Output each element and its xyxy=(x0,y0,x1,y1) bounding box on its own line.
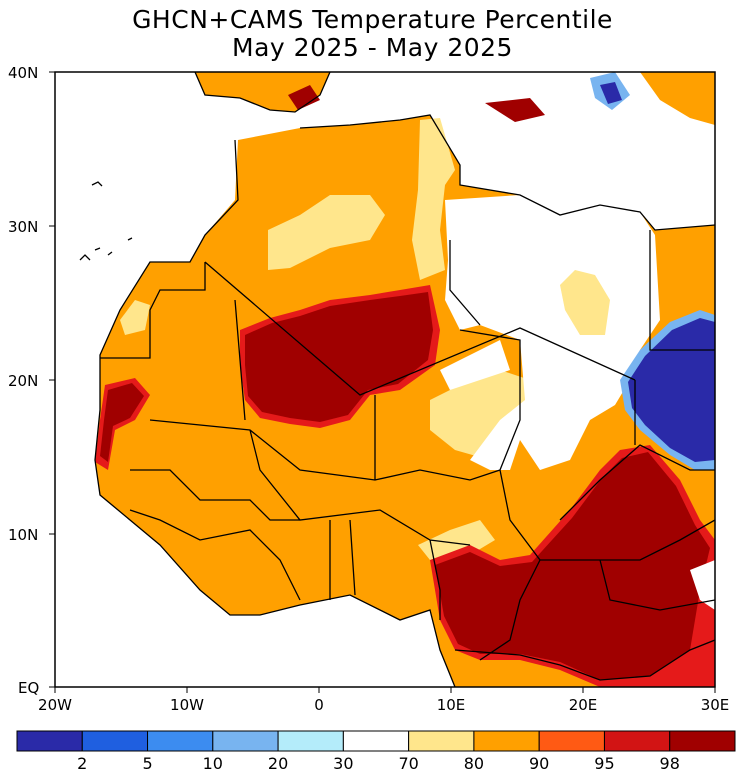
east-africa-normal xyxy=(690,560,715,610)
colorbar-label: 90 xyxy=(529,754,549,773)
longitude-axis: 20W 10W 0 10E 20E 30E xyxy=(38,687,729,714)
map-title: GHCN+CAMS Temperature Percentile xyxy=(132,5,613,34)
latitude-axis: 40N 30N 20N 10N EQ xyxy=(8,64,55,697)
colorbar-bin xyxy=(212,730,279,752)
lon-label-20e: 20E xyxy=(569,696,598,714)
colorbar-label: 20 xyxy=(268,754,288,773)
balkan-land xyxy=(640,72,715,125)
colorbar-bin xyxy=(669,730,736,752)
lon-label-30e: 30E xyxy=(701,696,730,714)
west-coast-extreme-high-core xyxy=(100,383,144,462)
colorbar-bin xyxy=(81,730,149,752)
colorbar-bin xyxy=(16,730,83,752)
lon-label-10w: 10W xyxy=(170,696,204,714)
lat-label-40n: 40N xyxy=(8,64,38,82)
central-africa-extreme-high-core xyxy=(435,452,710,680)
sicily-hotspot xyxy=(485,98,545,122)
colorbar-label: 2 xyxy=(77,754,87,773)
colorbar-bin xyxy=(473,730,540,752)
boundaries xyxy=(79,72,715,687)
iberia-hotspot xyxy=(288,85,320,110)
niger-normal xyxy=(440,340,510,390)
lon-label-10e: 10E xyxy=(437,696,466,714)
colorbar-bin xyxy=(277,730,344,752)
colorbar-label: 5 xyxy=(142,754,152,773)
colorbar-label: 30 xyxy=(333,754,353,773)
coastline xyxy=(94,72,715,687)
colorbar-bin xyxy=(408,730,475,752)
colorbar-bin xyxy=(603,730,671,752)
sahara-extreme-high-core xyxy=(245,292,433,422)
egypt-yellow xyxy=(560,270,610,335)
algeria-yellow xyxy=(268,195,385,270)
lat-label-10n: 10N xyxy=(8,526,38,544)
lon-label-20w: 20W xyxy=(38,696,72,714)
lon-label-0: 0 xyxy=(314,696,324,714)
colorbar: 2 5 10 20 30 70 80 90 95 98 xyxy=(16,730,736,773)
libya-yellow xyxy=(412,118,455,280)
morocco-yellow xyxy=(120,300,150,335)
colorbar-bin xyxy=(342,730,410,752)
map-subtitle: May 2025 - May 2025 xyxy=(232,33,513,62)
colorbar-label: 98 xyxy=(660,754,680,773)
colorbar-label: 80 xyxy=(464,754,484,773)
map-field xyxy=(55,72,715,687)
lat-label-20n: 20N xyxy=(8,372,38,390)
colorbar-bin xyxy=(538,730,605,752)
east-sahara-extreme-low xyxy=(628,318,715,462)
islands xyxy=(79,181,133,261)
colorbar-label: 70 xyxy=(398,754,418,773)
lat-label-30n: 30N xyxy=(8,218,38,236)
colorbar-label: 10 xyxy=(203,754,223,773)
colorbar-bin xyxy=(147,730,214,752)
colorbar-label: 95 xyxy=(594,754,614,773)
sahara-borders xyxy=(100,230,715,681)
lat-label-eq: EQ xyxy=(18,679,39,697)
greece-cold xyxy=(600,82,622,104)
libya-egypt-normal xyxy=(445,195,660,470)
